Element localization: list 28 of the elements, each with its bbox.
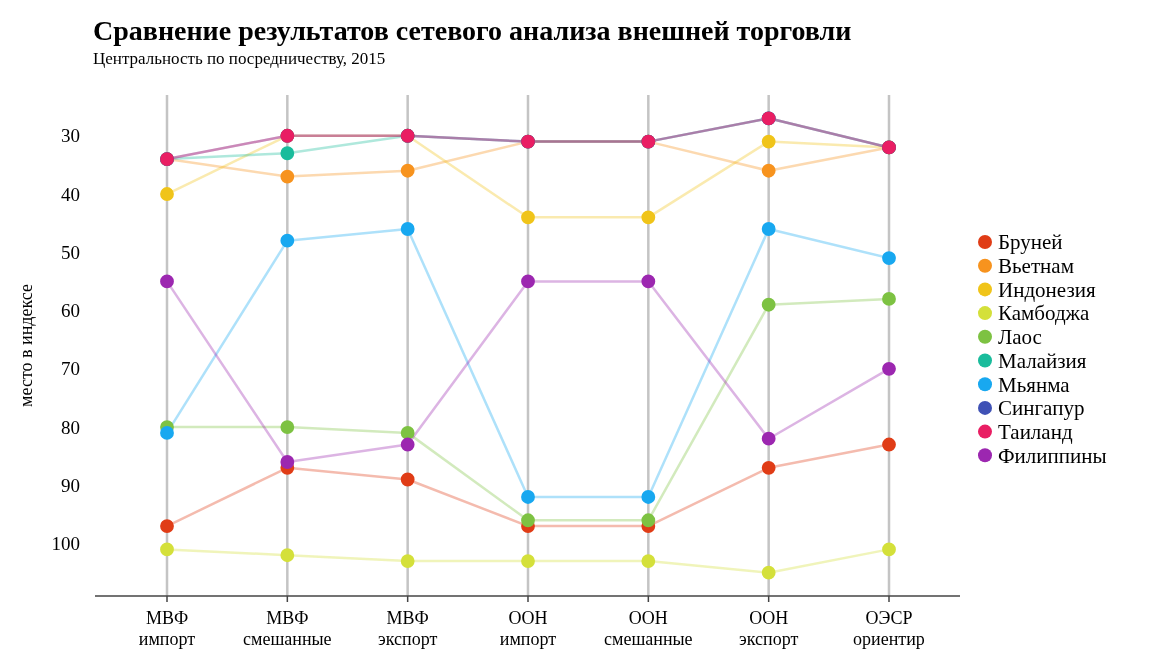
- legend-label: Лаос: [998, 325, 1042, 350]
- y-tick-label: 40: [61, 183, 80, 205]
- legend-label: Бруней: [998, 230, 1063, 255]
- legend-label: Сингапур: [998, 396, 1085, 421]
- legend-label: Камбоджа: [998, 301, 1091, 326]
- legend-label: Вьетнам: [998, 254, 1074, 279]
- legend-label: Филиппины: [998, 443, 1107, 468]
- y-tick-label: 30: [61, 125, 80, 147]
- legend-label: Мьянма: [998, 372, 1071, 397]
- y-tick-label: 90: [61, 474, 80, 496]
- legend-label: Таиланд: [998, 419, 1073, 444]
- x-tick-label: ОЭСР ориентир: [853, 608, 925, 649]
- y-tick-label: 50: [61, 241, 80, 263]
- x-tick-label: МВФ смешанные: [243, 608, 332, 649]
- legend-label: Индонезия: [998, 277, 1096, 302]
- chart-title: Сравнение результатов сетевого анализа внешней торговли: [93, 15, 852, 46]
- x-tick-label: МВФ экспорт: [378, 608, 438, 649]
- y-tick-label: 60: [61, 300, 80, 322]
- chart-subtitle: Центральность по посредничеству, 2015: [93, 49, 386, 68]
- x-tick-label: ООН экспорт: [739, 608, 799, 649]
- y-axis-title: место в индексе: [16, 284, 36, 407]
- legend-label: Малайзия: [998, 348, 1087, 373]
- x-tick-label: ООН импорт: [499, 608, 557, 649]
- y-tick-label: 80: [61, 416, 80, 438]
- x-tick-label: ООН смешанные: [604, 608, 693, 649]
- y-tick-label: 70: [61, 358, 80, 380]
- x-tick-label: МВФ импорт: [138, 608, 196, 649]
- y-tick-label: 100: [51, 533, 80, 555]
